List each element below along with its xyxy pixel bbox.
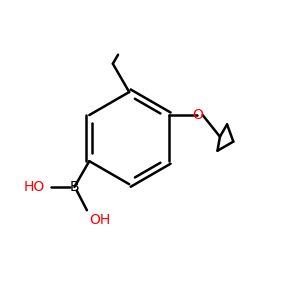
Text: O: O [192,108,203,122]
Text: OH: OH [89,213,110,226]
Text: B: B [70,180,79,194]
Text: HO: HO [23,180,45,194]
